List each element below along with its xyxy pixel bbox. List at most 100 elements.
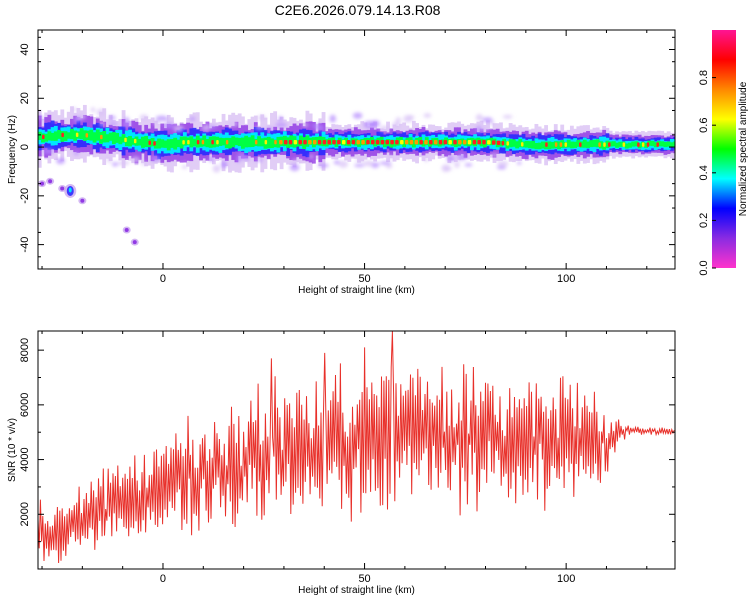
y-tick-label: 0	[19, 144, 31, 150]
ridge-core-cell	[225, 139, 229, 145]
ridge-cell	[66, 132, 71, 139]
ridge-speckle-dot	[482, 117, 493, 123]
ridge-cell	[647, 140, 652, 146]
ridge-core-cell	[216, 139, 219, 145]
ridge-core-cell	[467, 139, 472, 145]
ridge-speckle-dot	[254, 158, 264, 162]
ridge-cell	[163, 140, 168, 148]
ridge-cell	[315, 136, 320, 146]
ridge-cell	[589, 140, 594, 148]
ridge-speckle-dot	[139, 114, 149, 121]
ridge-cell	[537, 142, 542, 150]
ridge-cell	[450, 138, 455, 146]
ridge-cell	[192, 138, 197, 147]
ridge-speckle-dot	[99, 120, 105, 127]
ridge-speckle-dot	[122, 121, 132, 128]
ridge-core-cell	[414, 139, 419, 145]
ridge-cell	[160, 139, 165, 148]
ridge-speckle-dot	[71, 107, 77, 112]
ridge-cell	[411, 139, 416, 148]
ridge-cell	[631, 141, 636, 147]
ridge-core-cell	[390, 139, 394, 145]
ridge-core-cell	[646, 142, 650, 147]
ridge-cell	[47, 131, 52, 141]
ridge-cell	[595, 139, 600, 148]
ridge-cell	[431, 138, 436, 146]
ridge-cell	[79, 128, 84, 140]
ridge-cell	[566, 139, 571, 148]
ridge-cell	[108, 132, 113, 141]
ridge-core-cell	[458, 139, 462, 145]
ridge-speckle-dot	[236, 156, 241, 163]
ridge-core	[42, 132, 659, 147]
ridge-speckle-dot	[338, 160, 349, 168]
ridge-core-cell	[482, 139, 486, 145]
ridge-speckle-dot	[278, 116, 284, 121]
ridge-cell	[244, 135, 249, 148]
ridge-cell	[650, 140, 655, 146]
ridge-cell	[637, 143, 642, 149]
y-tick-label: -20	[19, 188, 31, 204]
ridge-cell	[440, 139, 445, 146]
ridge-speckle-dot	[73, 116, 81, 123]
ridge-core-cell	[429, 139, 433, 145]
ridge-speckle-dot	[150, 155, 161, 162]
ridge-cell	[618, 141, 623, 147]
ridge-core-cell	[153, 141, 156, 146]
ridge-cell	[402, 139, 407, 147]
ridge-core-cell	[491, 140, 496, 145]
colorbar-tick-label: 0.8	[698, 70, 710, 85]
ridge-speckle-dot	[117, 160, 130, 166]
ridge-cell	[663, 141, 668, 148]
ridge-cell	[76, 131, 81, 139]
ridge-core-cell	[293, 139, 298, 145]
ridge-core-cell	[100, 134, 103, 140]
ridge-cell	[63, 131, 68, 142]
ridge-cell	[515, 141, 519, 149]
ridge-speckle-dot	[454, 161, 460, 168]
snr-plot-area	[38, 331, 675, 564]
ridge-core-cell	[462, 139, 467, 145]
x-tick-label: 0	[160, 573, 166, 585]
ridge-core-cell	[419, 139, 423, 145]
ridge-cell	[121, 134, 126, 143]
ridge-cell	[53, 131, 58, 141]
ridge-cell	[182, 136, 187, 146]
ridge-cell	[92, 132, 97, 143]
ridge-cell	[137, 138, 142, 146]
ridge-core-cell	[279, 139, 283, 145]
ridge-core-cell	[433, 139, 438, 145]
y-tick-label: 4000	[19, 447, 31, 471]
ridge-speckle-dot	[289, 163, 300, 172]
ridge-core-cell	[201, 139, 205, 145]
colorbar: 0.0 0.2 0.4 0.6 0.8 Normalized spectral ampli…	[698, 30, 749, 276]
ridge-cell	[460, 138, 465, 145]
ridge-cell	[344, 137, 349, 146]
ridge-speckle-dot	[227, 121, 239, 127]
ridge-cell	[73, 130, 78, 141]
ridge-speckle-dot	[38, 115, 44, 120]
ridge-speckle-dot	[208, 156, 214, 163]
ridge-speckle-dot	[201, 124, 211, 132]
colorbar-label: Normalized spectral amplitude	[738, 81, 749, 216]
ridge-cell	[557, 141, 561, 150]
ridge-cell	[234, 137, 239, 146]
ridge-core-cell	[501, 140, 505, 146]
ridge-core-cell	[554, 142, 558, 147]
ridge-speckle-dot	[96, 108, 106, 117]
ridge-speckle-dot	[189, 117, 196, 121]
ridge-core-cell	[637, 142, 640, 147]
ridge-core-cell	[371, 139, 375, 145]
ridge-speckle-dot	[309, 154, 314, 159]
ridge-cell	[260, 138, 265, 147]
ridge-cell	[353, 138, 358, 146]
ridge-speckle-dot	[111, 162, 119, 167]
ridge-cell	[70, 128, 74, 140]
ridge-cell	[599, 141, 603, 149]
ridge-speckle-dot	[379, 125, 390, 132]
ridge-cell	[615, 142, 619, 148]
ridge-cell	[141, 136, 145, 148]
ridge-core-cell	[312, 139, 317, 145]
ridge-speckle-dot	[221, 160, 227, 168]
spectrogram-frame	[37, 29, 676, 270]
